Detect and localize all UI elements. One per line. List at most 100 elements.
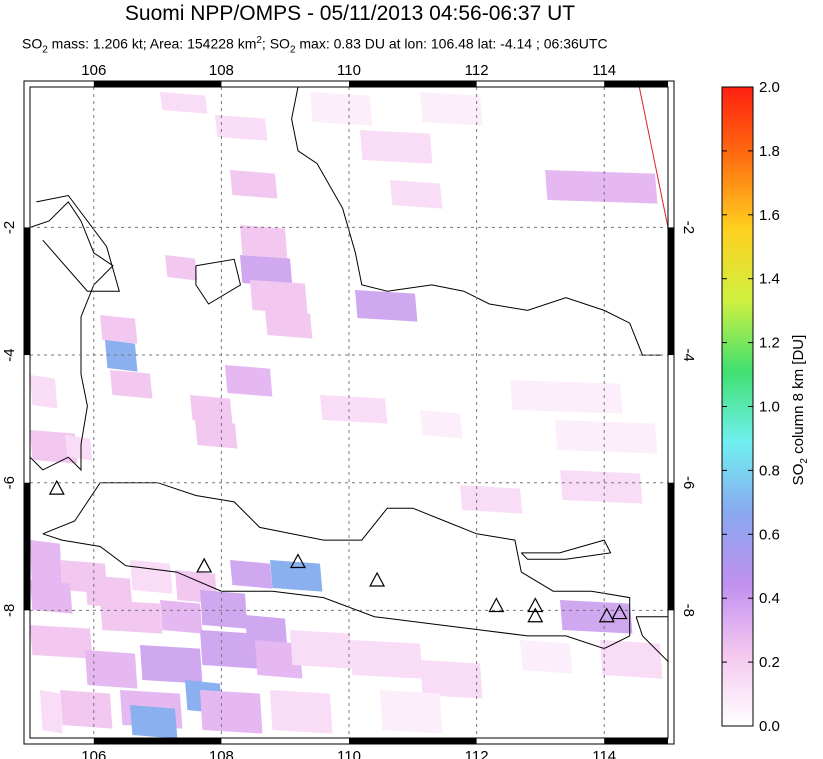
volcano-triangle-icon: [369, 571, 386, 587]
lat-tick-label-right: -2: [680, 221, 697, 234]
lon-tick-label-bottom: 112: [465, 748, 489, 759]
lon-tick-label-top: 112: [465, 62, 489, 79]
so2-cell: [555, 420, 658, 454]
so2-cell: [30, 580, 73, 614]
lon-tick-label-top: 110: [337, 62, 361, 79]
lon-tick-label-top: 108: [209, 62, 234, 79]
colorbar-tick-label: 0.4: [759, 590, 780, 607]
so2-cell: [460, 485, 523, 514]
coast-segment: [635, 616, 668, 663]
colorbar-label-sub: 2: [799, 458, 810, 464]
so2-cell: [560, 600, 633, 634]
coastline: [30, 87, 668, 663]
volcano-triangle-icon: [527, 597, 544, 613]
axis-ticks: 106 106 108 108 110 110 112 112 114 114 -2 -2 -4 -4 -6…: [1, 62, 697, 759]
map-title: Suomi NPP/OMPS - 05/11/2013 04:56-06:37 …: [124, 2, 576, 25]
lon-tick-label-bottom: 106: [81, 748, 106, 759]
colorbar-tick-label: 0.8: [759, 462, 780, 479]
colorbar-tick-label: 1.8: [759, 143, 780, 160]
so2-cell: [200, 690, 263, 734]
lon-tick-label-top: 106: [81, 62, 106, 79]
frame-bar-top: [604, 81, 668, 87]
lon-tick-label-bottom: 110: [337, 748, 361, 759]
lat-tick-label-left: -2: [1, 221, 18, 234]
volcano-triangle-icon: [289, 553, 306, 569]
lon-tick-label-bottom: 114: [592, 748, 616, 759]
so2-cell: [230, 560, 273, 589]
so2-cell: [290, 630, 353, 669]
colorbar: 2.0 1.8 1.6 1.4 1.2 1.0 0.8 0.6 0.4 0.2 0.0: [721, 79, 780, 735]
orbit-edge-line: [638, 87, 668, 228]
so2-cell: [100, 315, 138, 344]
volcano-triangle-icon: [48, 479, 65, 495]
so2-cell: [270, 690, 333, 734]
frame-bar-top: [93, 81, 222, 87]
frame-bar-top: [349, 81, 477, 87]
map-frame: [23, 80, 675, 745]
so2-cell: [65, 435, 93, 461]
so2-cell: [600, 640, 663, 679]
subtitle-sub: 2: [289, 44, 296, 56]
subtitle-part: ; SO: [261, 35, 290, 52]
colorbar-tick-label: 0.6: [759, 526, 780, 543]
lat-tick-label-left: -6: [1, 476, 18, 489]
colorbar-label-rest: column 8 km [DU]: [790, 334, 807, 459]
lat-tick-label-right: -6: [680, 476, 697, 489]
so2-cell: [160, 600, 203, 634]
so2-cell: [520, 640, 573, 674]
so2-cell: [30, 625, 93, 659]
subtitle-part: SO: [22, 35, 43, 52]
so2-cell: [190, 395, 233, 424]
so2-cell: [110, 370, 153, 399]
so2-cell: [100, 600, 163, 634]
frame-bar-bottom: [349, 738, 477, 744]
so2-cell: [380, 690, 443, 734]
so2-cell: [510, 380, 623, 414]
coast-segment: [30, 201, 114, 472]
lon-tick-label-top: 114: [592, 62, 616, 79]
colorbar-bar: [721, 86, 754, 727]
so2-cell: [165, 255, 198, 281]
so2-cell: [230, 170, 278, 199]
subtitle-sub: 2: [42, 44, 48, 56]
so2-cell: [545, 170, 658, 204]
coast-segment: [291, 87, 662, 356]
coast-segment: [42, 482, 631, 650]
colorbar-tick-label: 0.0: [759, 718, 780, 735]
so2-cell: [200, 590, 248, 629]
so2-cell: [240, 255, 293, 287]
lon-tick-label-bottom: 108: [209, 748, 234, 759]
so2-cell: [195, 420, 238, 449]
colorbar-label: SO2 column 8 km [DU]: [790, 335, 810, 486]
colorbar-label-main: SO: [790, 463, 807, 486]
so2-cell: [240, 225, 288, 259]
frame-bar-bottom: [93, 738, 222, 744]
so2-cell: [215, 115, 268, 141]
map-subtitle: SO2 mass: 1.206 kt; Area: 154228 km2; SO…: [22, 35, 782, 55]
so2-cell: [270, 560, 323, 592]
lat-tick-label-left: -8: [1, 604, 18, 617]
colorbar-tick-label: 2.0: [759, 79, 780, 96]
so2-cell: [250, 280, 308, 314]
so2-cell: [105, 340, 138, 372]
so2-cell: [420, 660, 483, 699]
so2-cell: [310, 92, 373, 126]
lat-tick-label-left: -4: [1, 348, 18, 361]
colorbar-tick-label: 1.0: [759, 399, 780, 416]
so2-cell: [200, 630, 258, 669]
so2-cell: [225, 365, 273, 397]
so2-cell: [85, 650, 138, 689]
colorbar-tick-label: 0.2: [759, 654, 780, 671]
so2-cell: [320, 395, 388, 424]
colorbar-tick-label: 1.6: [759, 207, 780, 224]
coast-segment: [520, 539, 612, 560]
frame-bar-bottom: [604, 738, 668, 744]
subtitle-sup: 2: [256, 35, 262, 46]
frame-bar-right: [668, 227, 674, 356]
frame-bar-left: [24, 482, 30, 611]
grid-lines: [30, 87, 668, 738]
subtitle-part: max: 0.83 DU at lon: 106.48 lat: -4.14 ;…: [295, 35, 608, 52]
so2-cell: [355, 290, 418, 322]
so2-cell: [560, 470, 643, 504]
